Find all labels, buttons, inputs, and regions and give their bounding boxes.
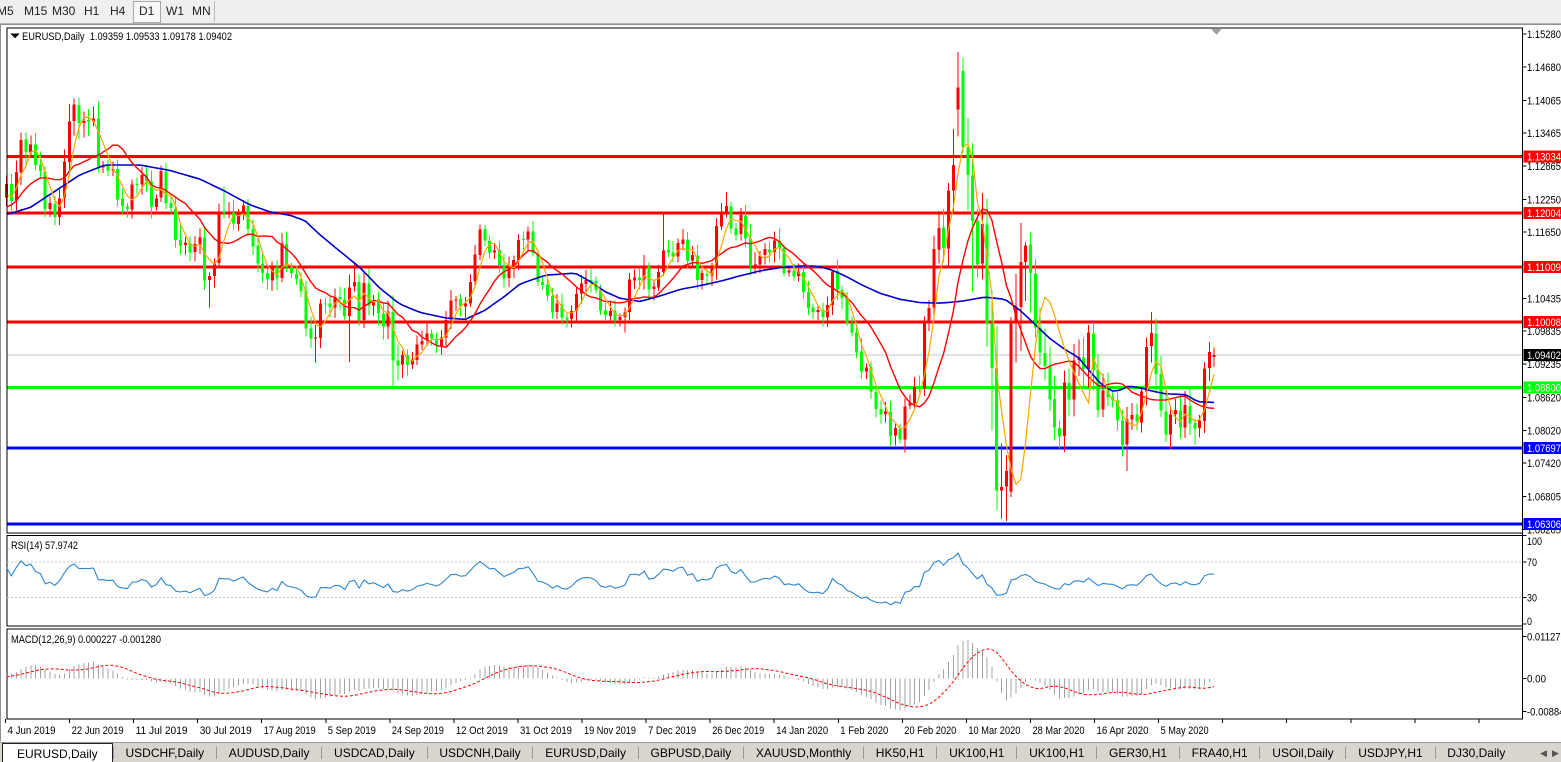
svg-text:1.09835: 1.09835 [1527,326,1561,338]
svg-text:28 Mar 2020: 28 Mar 2020 [1033,725,1085,737]
svg-text:1.14680: 1.14680 [1527,62,1561,74]
svg-text:70: 70 [1527,557,1537,569]
svg-text:26 Dec 2019: 26 Dec 2019 [712,725,764,737]
svg-text:1.11009: 1.11009 [1527,262,1561,274]
svg-text:1.08620: 1.08620 [1527,393,1561,405]
svg-text:1.07420: 1.07420 [1527,458,1561,470]
svg-text:31 Oct 2019: 31 Oct 2019 [520,725,572,737]
svg-text:100: 100 [1527,536,1542,548]
svg-text:5 May 2020: 5 May 2020 [1161,725,1209,737]
svg-text:11 Jul 2019: 11 Jul 2019 [136,725,188,737]
svg-text:1.13465: 1.13465 [1527,128,1561,140]
svg-text:1.11650: 1.11650 [1527,227,1561,239]
svg-text:1.10435: 1.10435 [1527,294,1561,306]
svg-text:RSI(14) 57.9742: RSI(14) 57.9742 [11,540,78,552]
svg-text:-0.0088400: -0.0088400 [1527,707,1561,719]
svg-text:MACD(12,26,9) 0.000227 -0.0012: MACD(12,26,9) 0.000227 -0.001280 [11,634,161,646]
svg-text:1.09402: 1.09402 [1527,350,1561,362]
svg-text:1 Feb 2020: 1 Feb 2020 [840,725,888,737]
svg-text:4 Jun 2019: 4 Jun 2019 [8,725,56,737]
svg-text:1.08020: 1.08020 [1527,425,1561,437]
svg-text:1.14065: 1.14065 [1527,95,1561,107]
svg-text:24 Sep 2019: 24 Sep 2019 [392,725,444,737]
svg-text:1.12865: 1.12865 [1527,161,1561,173]
svg-text:19 Nov 2019: 19 Nov 2019 [584,725,636,737]
svg-text:1.06805: 1.06805 [1527,492,1561,504]
svg-text:1.09235: 1.09235 [1527,359,1561,371]
svg-text:1.08800: 1.08800 [1527,383,1561,395]
svg-text:1.12004: 1.12004 [1527,208,1561,220]
svg-text:16 Apr 2020: 16 Apr 2020 [1097,725,1149,737]
svg-text:0.0112770: 0.0112770 [1527,631,1561,643]
svg-text:20 Feb 2020: 20 Feb 2020 [904,725,956,737]
svg-text:12 Oct 2019: 12 Oct 2019 [456,725,508,737]
svg-text:22 Jun 2019: 22 Jun 2019 [72,725,124,737]
svg-text:1.12250: 1.12250 [1527,194,1561,206]
svg-text:0.00: 0.00 [1527,674,1546,686]
svg-text:0: 0 [1527,616,1532,628]
svg-text:7 Dec 2019: 7 Dec 2019 [648,725,696,737]
svg-text:1.06306: 1.06306 [1527,519,1561,531]
svg-text:1.13034: 1.13034 [1527,152,1561,164]
svg-text:30 Jul 2019: 30 Jul 2019 [200,725,252,737]
svg-text:14 Jan 2020: 14 Jan 2020 [776,725,828,737]
svg-text:EURUSD,Daily 1.09359 1.09533: EURUSD,Daily 1.09359 1.09533 1.09178 1.0… [22,31,232,43]
svg-text:17 Aug 2019: 17 Aug 2019 [264,725,316,737]
svg-text:1.10008: 1.10008 [1527,317,1561,329]
svg-text:30: 30 [1527,593,1537,605]
svg-text:1.15280: 1.15280 [1527,29,1561,41]
svg-text:10 Mar 2020: 10 Mar 2020 [968,725,1020,737]
svg-text:1.07697: 1.07697 [1527,443,1561,455]
svg-text:5 Sep 2019: 5 Sep 2019 [328,725,376,737]
